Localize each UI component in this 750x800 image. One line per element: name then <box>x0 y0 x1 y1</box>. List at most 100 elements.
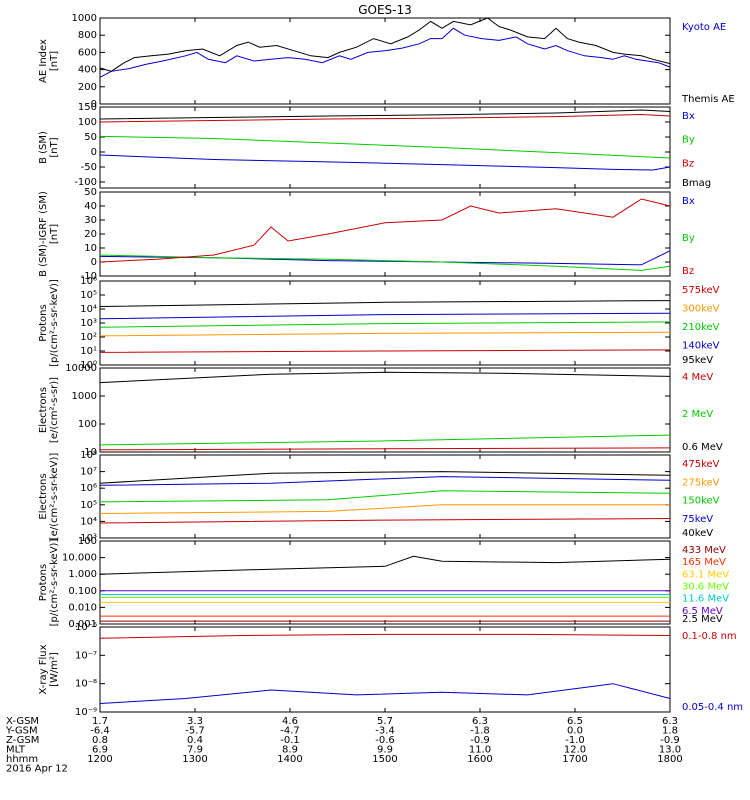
series-line <box>99 312 671 320</box>
ephemeris-value: 6.3 <box>472 716 488 727</box>
series-line <box>99 471 671 484</box>
y-tick-label: 10² <box>80 332 97 343</box>
ephemeris-row-label: Y-GSM <box>5 726 38 737</box>
ephemeris-value: 13.0 <box>659 745 681 756</box>
y-tick-label: 10⁻⁸ <box>75 679 97 690</box>
legend-entry: 40keV <box>682 528 713 539</box>
series-line <box>99 17 671 72</box>
series-line <box>99 254 671 271</box>
ephemeris-value: 1.8 <box>662 726 678 737</box>
y-axis-label: [p/(cm²-s-sr-keV)] <box>49 539 60 627</box>
series-line <box>99 504 670 514</box>
y-tick-label: 0 <box>91 257 97 268</box>
panel-bsm: -100 -50 0 50 100 150 B (SM) [nT] Bx By Bz Bmag <box>38 102 711 189</box>
y-tick-label: 10¹ <box>80 346 97 357</box>
ephemeris-value: 5.7 <box>377 716 393 727</box>
panel-mageele: 10³ 10⁴ 10⁵ 10⁶ 10⁷ 10⁸ Electrons [e/(cm²-s-sr-… <box>38 450 720 544</box>
panel-hepad: 0.001 0.010 0.100 1.000 10.000 100 Protons [p/(… <box>38 536 729 630</box>
y-axis-label: [W/m²] <box>49 652 60 687</box>
legend-entry: By <box>682 135 695 146</box>
legend-entry: 0.05-0.4 nm <box>682 702 743 713</box>
ephemeris-value: 0.8 <box>92 735 108 746</box>
series-line <box>99 490 671 503</box>
legend-entry: 30.6 MeV <box>682 582 729 593</box>
series-line <box>99 518 671 524</box>
legend-entry: 0.6 MeV <box>682 442 723 453</box>
y-tick-label: 10⁵ <box>80 290 97 301</box>
legend-entry: 95keV <box>682 355 713 366</box>
ephemeris-value: -5.7 <box>185 726 205 737</box>
chart-title: GOES-13 <box>358 3 412 17</box>
y-tick-label: 10⁻⁷ <box>75 650 97 661</box>
series-line <box>99 555 671 575</box>
y-tick-label: -10 <box>81 271 97 282</box>
date-label: 2016 Apr 12 <box>6 764 68 775</box>
series-line <box>99 476 671 486</box>
ephemeris-value: 7.9 <box>187 745 203 756</box>
y-tick-label: 10³ <box>80 533 97 544</box>
ephemeris-value: 0.4 <box>187 735 203 746</box>
panel-frame <box>99 540 671 625</box>
y-axis-label: B (SM) <box>38 131 49 164</box>
y-axis-label: AE Index <box>38 39 49 83</box>
y-axis-label: [p/(cm²-s-sr-keV)] <box>49 279 60 367</box>
y-tick-label: 50 <box>84 187 97 198</box>
ephemeris-value: 1600 <box>467 754 492 765</box>
y-tick-label: 10⁻⁶ <box>75 622 97 633</box>
ephemeris-value: -6.4 <box>90 726 110 737</box>
y-axis-label: Electrons <box>38 387 49 433</box>
y-axis-label: [nT] <box>49 137 60 157</box>
y-tick-label: 800 <box>78 30 97 41</box>
panel-xray: 10⁻⁹ 10⁻⁸ 10⁻⁷ 10⁻⁶ X-ray Flux [W/m²] 0.1-0.8 … <box>38 622 743 718</box>
y-tick-label: 10⁻⁹ <box>75 707 97 718</box>
legend-entry: 210keV <box>682 322 720 333</box>
ephemeris-value: 1300 <box>182 754 207 765</box>
panel-mageprot: 10⁰ 10¹ 10² 10³ 10⁴ 10⁵ 10⁶ Protons [p/(cm²-s-sr… <box>38 276 720 371</box>
panel-bigrf: -10 0 10 20 30 40 50 B (SM)-IGRF (SM) [nT] Bx By Bz <box>38 187 695 282</box>
y-tick-label: 400 <box>78 65 97 76</box>
ephemeris-value: -0.9 <box>470 735 490 746</box>
legend-entry: 63.1 MeV <box>682 569 729 580</box>
legend-entry: 0.1-0.8 nm <box>682 631 737 642</box>
y-axis-label: Protons <box>38 304 49 341</box>
ephemeris-row-label: MLT <box>6 745 26 756</box>
ephemeris-value: -4.7 <box>280 726 300 737</box>
legend-entry: 140keV <box>682 341 720 352</box>
y-tick-label: 10 <box>84 447 97 458</box>
legend-entry: 475keV <box>682 459 720 470</box>
ephemeris-value: 6.3 <box>662 716 678 727</box>
ephemeris-value: -1.8 <box>470 726 490 737</box>
legend-entry: Themis AE <box>681 94 735 105</box>
legend-entry: By <box>682 233 695 244</box>
y-axis-label: Electrons <box>38 473 49 519</box>
series-line <box>99 331 671 337</box>
panel-frame <box>99 17 671 105</box>
panel-frame <box>99 106 671 189</box>
legend-entry: 2.5 MeV <box>682 614 723 625</box>
y-tick-label: 1.000 <box>68 569 97 580</box>
legend-entry: 75keV <box>682 514 713 525</box>
y-tick-label: 10.000 <box>62 553 97 564</box>
ephemeris-value: 1400 <box>277 754 302 765</box>
ephemeris-value: 12.0 <box>564 745 586 756</box>
ephemeris-value: -1.0 <box>565 735 585 746</box>
ephemeris-value: 11.0 <box>469 745 491 756</box>
series-line <box>99 113 671 123</box>
ephemeris-value: 3.3 <box>187 716 203 727</box>
y-axis-label: [nT] <box>49 51 60 71</box>
series-line <box>99 434 671 446</box>
legend-entry: 6.5 MeV <box>682 606 723 617</box>
ephemeris-value: 1200 <box>87 754 112 765</box>
y-tick-label: 150 <box>78 102 97 113</box>
series-line <box>99 447 671 451</box>
legend-entry: Bmag <box>682 178 711 189</box>
legend-entry: 300keV <box>682 304 720 315</box>
series-line <box>99 300 671 307</box>
y-axis-label: X-ray Flux <box>38 644 49 694</box>
y-tick-label: 10⁷ <box>80 467 97 478</box>
ephemeris-table: X-GSM 1.7 3.3 4.6 5.7 6.3 6.5 6.3 Y-GSM -6.4 -5.7 -… <box>5 716 683 775</box>
ephemeris-row-label: X-GSM <box>6 716 39 727</box>
y-tick-label: 10⁸ <box>80 450 97 461</box>
legend-entry: 4 MeV <box>682 372 713 383</box>
